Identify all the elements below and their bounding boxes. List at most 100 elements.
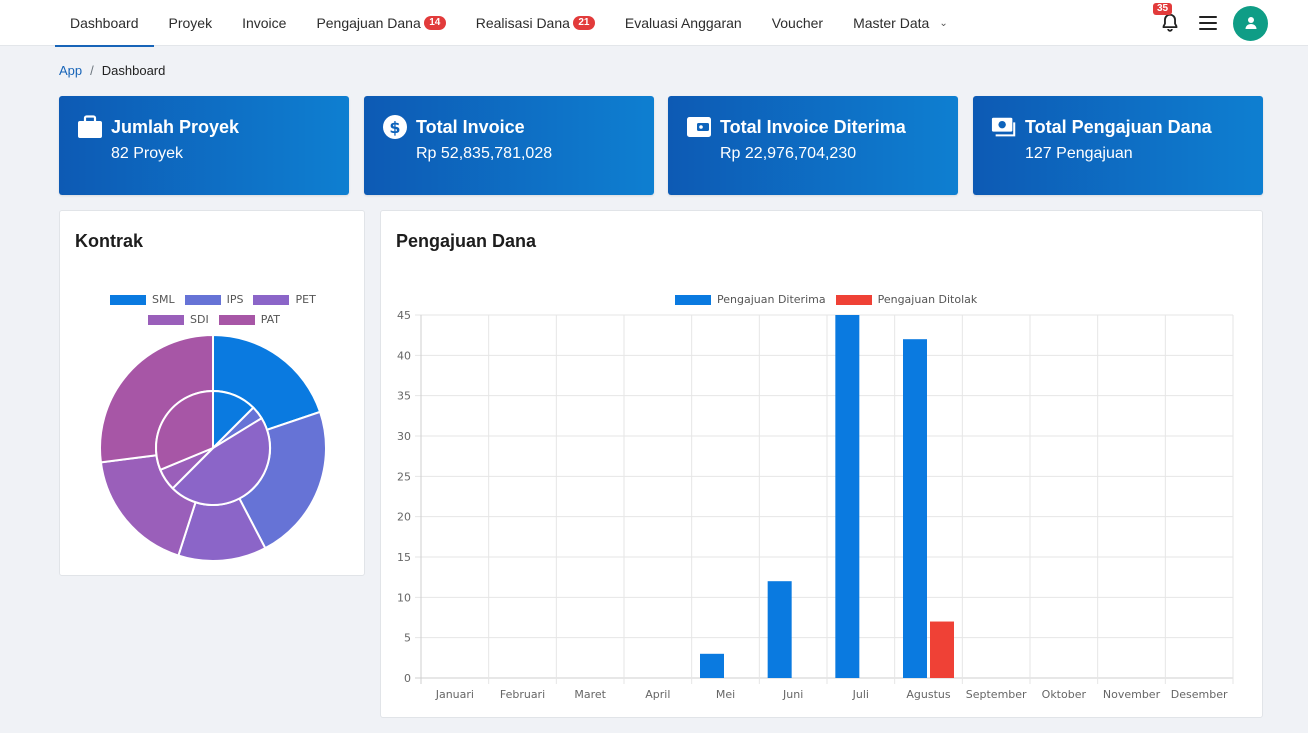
nav-item-label: Voucher	[771, 15, 824, 31]
nav-item-label: Evaluasi Anggaran	[624, 15, 742, 31]
breadcrumb-separator: /	[90, 63, 94, 78]
top-navbar: Dashboard Proyek Invoice Pengajuan Dana 14 Re…	[0, 0, 1308, 47]
breadcrumb: App / Dashboard	[59, 63, 165, 78]
y-tick-label: 45	[397, 309, 411, 322]
doughnut-slice-pet[interactable]	[171, 416, 271, 506]
pengajuan-bar-chart: 0 5 10 15 20 25 30 35 40 45 Januari Februari Maret Ap…	[397, 309, 1234, 701]
legend-item[interactable]: PET	[253, 293, 316, 306]
legend-label: PAT	[260, 313, 281, 326]
legend-row: Pengajuan Diterima Pengajuan Ditolak	[675, 293, 987, 306]
doughnut-slice-pat[interactable]	[155, 389, 214, 472]
nav-item-label: Pengajuan Dana	[316, 15, 421, 31]
nav-item-label: Realisasi Dana	[475, 15, 570, 31]
legend-label: SDI	[190, 313, 209, 326]
nav-menu: Dashboard Proyek Invoice Pengajuan Dana 14 Re…	[55, 0, 963, 47]
legend-row: SDI PAT	[148, 313, 290, 326]
y-tick-label: 5	[404, 632, 411, 645]
legend-item[interactable]: SDI	[148, 313, 209, 326]
y-tick-label: 40	[397, 349, 411, 362]
stat-title: Total Pengajuan Dana	[1025, 116, 1212, 137]
breadcrumb-current: Dashboard	[101, 63, 166, 78]
stat-value: 82 Proyek	[111, 145, 184, 162]
money-bill-icon	[991, 114, 1017, 140]
nav-item-dashboard[interactable]: Dashboard	[55, 0, 154, 47]
x-tick-label: Februari	[500, 688, 545, 701]
pengajuan-panel: Pengajuan Dana Pengajuan Diterima Pengaju…	[380, 210, 1263, 718]
legend-label: Pengajuan Diterima	[717, 293, 826, 306]
kontrak-doughnut-chart	[99, 333, 327, 562]
nav-count-badge: 14	[423, 16, 446, 30]
x-tick-label: April	[645, 688, 670, 701]
nav-actions: 35	[1153, 0, 1268, 46]
nav-item-invoice[interactable]: Invoice	[227, 0, 301, 46]
bell-icon	[1162, 13, 1178, 32]
legend-item[interactable]: SML	[110, 293, 175, 306]
nav-item-label: Proyek	[168, 15, 213, 31]
stat-card-jumlah-proyek: Jumlah Proyek 82 Proyek	[59, 96, 349, 195]
legend-label: PET	[295, 293, 316, 306]
legend-item[interactable]: Pengajuan Ditolak	[835, 293, 978, 306]
wallet-icon	[686, 114, 712, 140]
legend-swatch	[218, 314, 255, 325]
x-tick-label: Mei	[716, 688, 735, 701]
y-tick-label: 35	[397, 390, 411, 403]
y-tick-label: 15	[397, 551, 411, 564]
legend-swatch	[675, 294, 711, 305]
nav-count-badge: 21	[572, 16, 595, 30]
kontrak-title: Kontrak	[75, 231, 144, 251]
x-tick-label: Agustus	[906, 688, 950, 701]
stat-card-pengajuan-dana: Total Pengajuan Dana 127 Pengajuan	[973, 96, 1263, 195]
bar-ditolak-agustus[interactable]	[930, 621, 954, 678]
nav-item-label: Invoice	[242, 15, 287, 31]
legend-item[interactable]: Pengajuan Diterima	[675, 293, 826, 306]
bar-diterima-juli[interactable]	[835, 315, 860, 678]
nav-item-voucher[interactable]: Voucher	[757, 0, 838, 46]
chevron-down-icon: ⌄	[939, 17, 948, 29]
x-tick-label: Maret	[574, 688, 606, 701]
x-tick-label: Oktober	[1042, 688, 1087, 701]
menu-toggle-button[interactable]	[1199, 16, 1217, 30]
y-tick-label: 0	[404, 672, 411, 685]
stat-value: Rp 52,835,781,028	[416, 145, 553, 162]
nav-item-evaluasi-anggaran[interactable]: Evaluasi Anggaran	[610, 0, 757, 46]
legend-swatch	[835, 294, 872, 305]
bar-diterima-mei[interactable]	[700, 653, 724, 678]
bar-diterima-agustus[interactable]	[903, 339, 927, 678]
hamburger-icon-bar	[1199, 16, 1217, 18]
y-tick-label: 20	[397, 511, 411, 524]
user-icon	[1245, 17, 1256, 29]
nav-item-label: Master Data	[853, 15, 930, 31]
legend-label: SML	[152, 293, 175, 306]
pengajuan-title: Pengajuan Dana	[396, 231, 537, 251]
bar-diterima-juni[interactable]	[767, 581, 792, 678]
x-tick-label: Desember	[1171, 688, 1228, 701]
legend-swatch	[110, 294, 146, 305]
nav-item-master-data[interactable]: Master Data ⌄	[838, 0, 963, 46]
notification-button[interactable]: 35	[1153, 3, 1181, 34]
user-avatar[interactable]	[1233, 5, 1268, 41]
stat-card-invoice-diterima: Total Invoice Diterima Rp 22,976,704,230	[668, 96, 958, 195]
y-tick-label: 10	[397, 591, 411, 604]
hamburger-icon-bar	[1199, 28, 1217, 30]
notification-badge: 35	[1153, 3, 1173, 15]
y-tick-label: 25	[397, 470, 411, 483]
legend-item[interactable]: IPS	[184, 293, 243, 306]
nav-item-label: Dashboard	[70, 15, 139, 31]
legend-item[interactable]: PAT	[218, 313, 281, 326]
y-tick-label: 30	[397, 430, 411, 443]
nav-item-realisasi-dana[interactable]: Realisasi Dana 21	[461, 0, 610, 46]
dollar-circle-icon: $	[382, 114, 408, 140]
svg-text:$: $	[389, 118, 400, 137]
kontrak-panel: Kontrak SML IPS PET SDI PAT	[59, 210, 365, 576]
nav-item-pengajuan-dana[interactable]: Pengajuan Dana 14	[301, 0, 460, 46]
stat-title: Total Invoice Diterima	[720, 116, 906, 137]
x-tick-label: September	[966, 688, 1027, 701]
x-tick-label: Januari	[435, 688, 474, 701]
nav-item-proyek[interactable]: Proyek	[154, 0, 228, 46]
legend-label: Pengajuan Ditolak	[877, 293, 978, 306]
x-tick-label: November	[1103, 688, 1161, 701]
x-tick-label: Juni	[782, 688, 803, 701]
stat-title: Total Invoice	[416, 116, 525, 137]
legend-swatch	[184, 294, 221, 305]
breadcrumb-app-link[interactable]: App	[59, 63, 83, 78]
